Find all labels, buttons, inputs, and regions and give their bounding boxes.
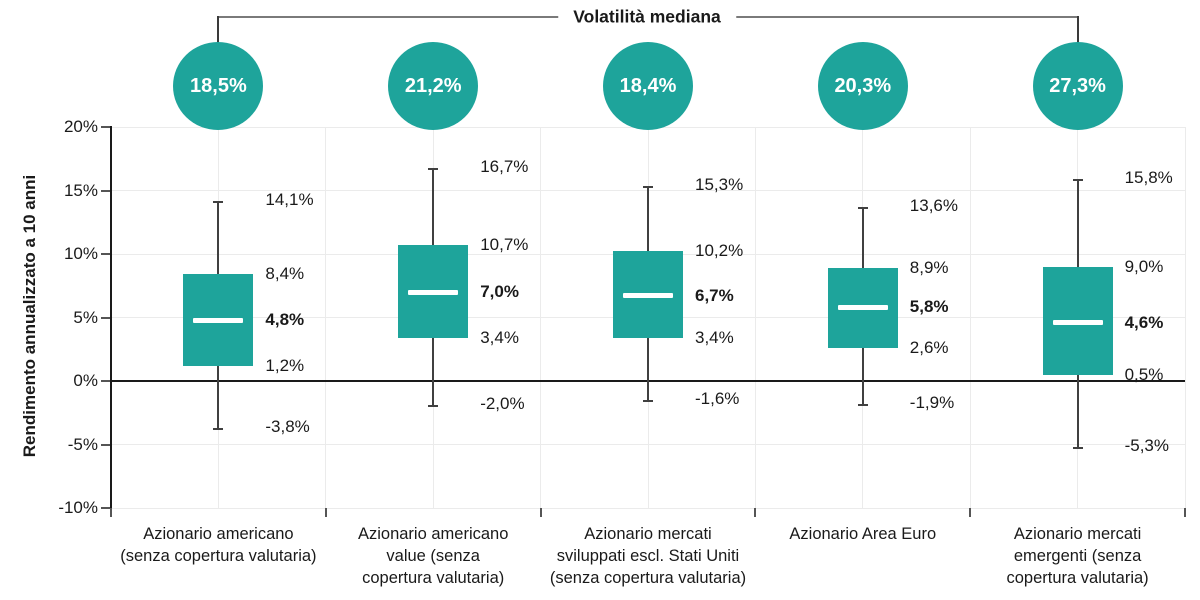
volatility-circle: 20,3% [817,42,908,130]
category-label: Azionario americano value (senza copertu… [357,525,509,587]
category-label: Azionario americano (senza copertura val… [120,525,317,565]
bracket-connector-right [1076,16,1079,46]
category-label: Azionario mercati sviluppati escl. Stati… [549,525,747,587]
min-value-label: -2,0% [480,394,525,414]
x-axis-tick [754,508,757,517]
median-line [408,289,459,295]
volatility-value: 20,3% [834,74,892,97]
max-value-label: 13,6% [909,196,958,216]
median-value-label: 4,6% [1124,312,1164,332]
volatility-value: 27,3% [1049,74,1106,97]
y-axis-tick-label: 15% [63,180,98,200]
median-value-label: 7,0% [480,282,519,302]
whisker-cap-bottom [857,404,868,407]
q1-value-label: 0,5% [1124,364,1164,384]
q3-value-label: 9,0% [1124,256,1164,276]
q3-value-label: 8,4% [265,264,305,284]
median-value-label: 6,7% [695,285,734,305]
whisker-cap-top [857,207,868,210]
volatility-circle: 18,4% [603,42,693,130]
q1-value-label: 2,6% [909,337,949,357]
whisker-cap-top [1072,179,1083,182]
x-axis-tick [110,508,112,517]
median-line [623,293,673,299]
median-line [193,317,244,323]
q3-value-label: 8,9% [909,257,949,277]
x-axis-tick [539,508,542,517]
q1-value-label: 3,4% [480,327,519,347]
volatility-value: 21,2% [404,74,462,97]
y-axis-tick-label: 20% [63,117,98,136]
x-axis-tick [324,508,327,517]
gridline-vertical [1184,127,1186,508]
gridline-vertical [754,127,756,508]
y-axis-title: Rendimento annualizzato a 10 anni [20,174,39,458]
y-axis-tick [101,507,110,509]
whisker-cap-bottom [428,405,439,408]
x-axis-tick [969,508,972,517]
y-axis-tick [101,189,110,192]
volatility-circle: 21,2% [388,42,479,130]
volatility-value: 18,5% [190,74,247,97]
max-value-label: 15,3% [695,174,744,194]
whisker-cap-top [643,185,653,188]
y-axis-tick [101,253,110,255]
q3-value-label: 10,7% [480,235,529,255]
median-value-label: 5,8% [909,297,949,317]
min-value-label: -3,8% [265,417,310,437]
category-label: Azionario Area Euro [789,525,937,543]
whisker-cap-bottom [643,400,653,403]
y-axis-tick [101,126,110,128]
min-value-label: -1,9% [909,393,955,413]
q3-value-label: 10,2% [695,241,744,261]
min-value-label: -5,3% [1124,436,1170,456]
chart-title: Volatilità mediana [558,6,736,28]
gridline-horizontal [111,507,1185,509]
volatility-circle: 18,5% [173,42,264,130]
whisker-cap-top [213,200,224,203]
median-line [837,304,888,310]
median-value-label: 4,8% [265,310,305,330]
y-axis-line [110,126,112,509]
min-value-label: -1,6% [695,389,740,409]
gridline-vertical [540,127,542,508]
whisker-cap-bottom [1072,447,1083,450]
q1-value-label: 1,2% [265,355,305,375]
q1-value-label: 3,4% [695,327,734,347]
bracket-connector-left [217,16,220,46]
whisker-cap-bottom [213,428,224,431]
y-axis-tick-label: -5% [67,434,98,454]
median-line [1052,320,1103,326]
y-axis-tick-label: 0% [73,371,98,390]
gridline-vertical [969,127,971,508]
y-axis-tick [101,316,110,319]
whisker-cap-top [428,167,439,170]
x-axis-tick [1184,508,1186,517]
y-axis-tick-label: 5% [73,307,98,327]
max-value-label: 15,8% [1124,168,1173,188]
max-value-label: 14,1% [265,189,314,209]
volatility-circle: 27,3% [1032,42,1123,130]
y-axis-tick [101,380,110,382]
y-axis-tick-label: -10% [58,498,98,517]
gridline-vertical [325,127,327,508]
y-axis-tick-label: 10% [63,244,98,263]
max-value-label: 16,7% [480,156,529,176]
y-axis-tick [101,443,110,446]
category-label: Azionario mercati emergenti (senza coper… [1006,525,1149,587]
volatility-value: 18,4% [619,74,677,97]
